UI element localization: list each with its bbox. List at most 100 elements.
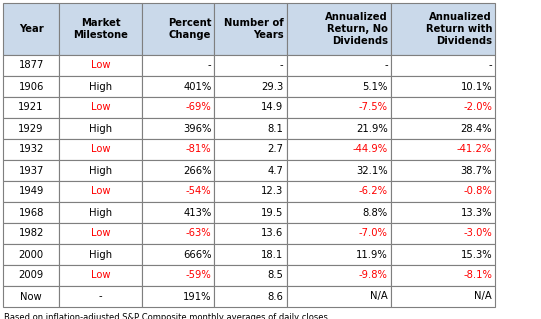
Bar — [287, 118, 391, 139]
Text: 666%: 666% — [183, 249, 212, 259]
Text: Annualized
Return with
Dividends: Annualized Return with Dividends — [426, 12, 492, 46]
Text: -: - — [280, 61, 283, 70]
Text: 12.3: 12.3 — [261, 187, 283, 197]
Text: Annualized
Return, No
Dividends: Annualized Return, No Dividends — [325, 12, 388, 46]
Bar — [391, 76, 495, 97]
Text: 4.7: 4.7 — [268, 166, 283, 175]
Text: -8.1%: -8.1% — [463, 271, 492, 280]
Text: -69%: -69% — [186, 102, 212, 113]
Text: Low: Low — [91, 102, 110, 113]
Text: -2.0%: -2.0% — [463, 102, 492, 113]
Text: 19.5: 19.5 — [261, 207, 283, 218]
Text: N/A: N/A — [474, 292, 492, 301]
Text: 32.1%: 32.1% — [357, 166, 388, 175]
Text: N/A: N/A — [370, 292, 388, 301]
Bar — [142, 223, 214, 244]
Text: -0.8%: -0.8% — [464, 187, 492, 197]
Text: High: High — [89, 249, 112, 259]
Bar — [3, 55, 59, 76]
Text: 1877: 1877 — [18, 61, 44, 70]
Bar — [59, 244, 142, 265]
Text: 5.1%: 5.1% — [362, 81, 388, 92]
Text: High: High — [89, 81, 112, 92]
Text: 401%: 401% — [183, 81, 212, 92]
Text: 8.8%: 8.8% — [363, 207, 388, 218]
Text: 266%: 266% — [183, 166, 212, 175]
Text: 11.9%: 11.9% — [356, 249, 388, 259]
Text: -41.2%: -41.2% — [457, 145, 492, 154]
Bar — [391, 286, 495, 307]
Text: Market
Milestone: Market Milestone — [73, 18, 128, 40]
Bar — [142, 97, 214, 118]
Bar — [214, 97, 287, 118]
Bar — [391, 3, 495, 55]
Text: 15.3%: 15.3% — [460, 249, 492, 259]
Text: 13.6: 13.6 — [261, 228, 283, 239]
Bar — [391, 139, 495, 160]
Bar — [3, 286, 59, 307]
Bar — [142, 244, 214, 265]
Text: High: High — [89, 123, 112, 133]
Bar — [214, 265, 287, 286]
Bar — [142, 3, 214, 55]
Text: -81%: -81% — [186, 145, 212, 154]
Bar — [214, 244, 287, 265]
Text: -: - — [208, 61, 212, 70]
Bar — [59, 286, 142, 307]
Bar — [287, 55, 391, 76]
Bar — [287, 139, 391, 160]
Text: -63%: -63% — [186, 228, 212, 239]
Bar — [59, 76, 142, 97]
Bar — [59, 118, 142, 139]
Text: Low: Low — [91, 228, 110, 239]
Bar — [287, 202, 391, 223]
Text: 2000: 2000 — [18, 249, 44, 259]
Text: High: High — [89, 207, 112, 218]
Bar — [287, 286, 391, 307]
Text: -7.5%: -7.5% — [359, 102, 388, 113]
Bar — [214, 286, 287, 307]
Bar — [3, 139, 59, 160]
Text: High: High — [89, 166, 112, 175]
Bar — [3, 3, 59, 55]
Text: -59%: -59% — [186, 271, 212, 280]
Text: 10.1%: 10.1% — [460, 81, 492, 92]
Bar — [287, 244, 391, 265]
Bar — [287, 97, 391, 118]
Text: 21.9%: 21.9% — [356, 123, 388, 133]
Text: 2.7: 2.7 — [268, 145, 283, 154]
Bar — [59, 97, 142, 118]
Bar — [214, 181, 287, 202]
Bar — [391, 160, 495, 181]
Bar — [59, 223, 142, 244]
Bar — [3, 118, 59, 139]
Bar — [142, 55, 214, 76]
Bar — [142, 139, 214, 160]
Bar — [142, 160, 214, 181]
Text: Year: Year — [19, 24, 43, 34]
Bar — [142, 181, 214, 202]
Bar — [142, 76, 214, 97]
Text: 191%: 191% — [183, 292, 212, 301]
Text: 28.4%: 28.4% — [461, 123, 492, 133]
Text: 1906: 1906 — [18, 81, 44, 92]
Bar — [214, 160, 287, 181]
Bar — [214, 55, 287, 76]
Bar — [59, 3, 142, 55]
Bar — [214, 139, 287, 160]
Text: 8.5: 8.5 — [268, 271, 283, 280]
Text: -3.0%: -3.0% — [464, 228, 492, 239]
Bar — [391, 265, 495, 286]
Text: -: - — [489, 61, 492, 70]
Bar — [214, 76, 287, 97]
Text: -9.8%: -9.8% — [359, 271, 388, 280]
Text: 38.7%: 38.7% — [461, 166, 492, 175]
Bar — [287, 181, 391, 202]
Bar — [59, 202, 142, 223]
Text: 14.9: 14.9 — [261, 102, 283, 113]
Text: Low: Low — [91, 187, 110, 197]
Text: Low: Low — [91, 271, 110, 280]
Bar — [3, 97, 59, 118]
Bar — [287, 3, 391, 55]
Text: Number of
Years: Number of Years — [224, 18, 283, 40]
